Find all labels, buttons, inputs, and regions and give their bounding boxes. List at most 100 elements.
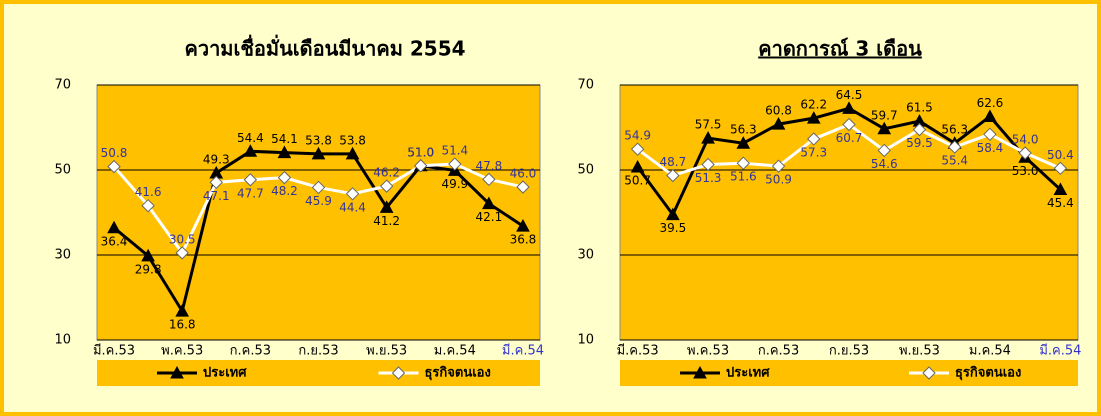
point-marker (141, 248, 155, 262)
data-label: 41.6 (135, 185, 162, 199)
x-tick-label: ก.ย.53 (829, 344, 869, 359)
point-marker (807, 132, 821, 146)
point-marker (482, 172, 496, 187)
data-label: 16.8 (169, 318, 196, 332)
y-tick-label: 50 (577, 163, 594, 178)
x-tick-label: พ.ค.53 (161, 344, 203, 359)
data-label: 56.3 (941, 123, 968, 137)
point-marker (877, 121, 892, 135)
legend-marker (693, 365, 707, 379)
x-tick-label: พ.ย.53 (899, 344, 940, 359)
data-label: 51.4 (441, 144, 468, 158)
data-label: 60.8 (765, 104, 792, 118)
x-tick-label: มี.ค.53 (617, 343, 659, 359)
x-tick-label: พ.ย.53 (366, 344, 407, 359)
point-marker (277, 170, 292, 185)
point-marker (701, 157, 715, 172)
data-label: 57.5 (695, 118, 722, 132)
data-label: 51.3 (695, 171, 722, 185)
data-label: 42.1 (476, 210, 503, 224)
point-marker (311, 146, 326, 160)
point-marker (209, 175, 223, 190)
legend-marker (170, 365, 184, 379)
data-label: 46.2 (373, 166, 400, 180)
point-marker (736, 136, 751, 149)
data-label: 64.5 (836, 88, 863, 102)
legend-label: ประเทศ (726, 366, 770, 381)
data-label: 51.0 (407, 145, 434, 159)
plot-area (96, 84, 541, 341)
data-label: 54.0 (1012, 133, 1039, 147)
legend-label: ธุรกิจตนเอง (955, 366, 1021, 381)
y-tick-label: 30 (577, 248, 594, 263)
legend-label: ธุรกิจตนเอง (425, 366, 491, 381)
point-marker (912, 122, 927, 137)
data-label: 51.0 (407, 145, 434, 159)
y-tick-label: 70 (54, 78, 71, 93)
data-label: 44.4 (339, 200, 366, 214)
data-label: 47.1 (203, 189, 230, 203)
data-label: 62.2 (800, 98, 827, 112)
x-tick-label: มี.ค.54 (502, 343, 544, 359)
data-label: 46.0 (510, 167, 537, 181)
point-marker (243, 144, 258, 157)
data-label: 50.9 (765, 173, 792, 187)
point-marker (701, 131, 715, 144)
point-marker (345, 187, 360, 201)
x-tick-label: มี.ค.54 (1039, 343, 1081, 359)
y-tick-label: 70 (577, 78, 594, 93)
point-marker (1053, 182, 1068, 196)
point-marker (482, 196, 496, 210)
point-marker (983, 109, 997, 122)
data-label: 50.8 (101, 146, 128, 160)
x-tick-label: ก.ค.53 (758, 344, 799, 359)
y-tick-label: 10 (577, 333, 594, 348)
x-tick-label: พ.ค.53 (687, 344, 729, 359)
point-marker (141, 198, 155, 213)
y-tick-label: 50 (54, 163, 71, 178)
data-label: 61.5 (906, 101, 933, 115)
data-label: 57.3 (800, 145, 827, 159)
point-marker (107, 159, 121, 174)
data-label: 53.8 (305, 133, 332, 147)
point-marker (516, 180, 530, 194)
point-marker (448, 157, 462, 171)
point-marker (666, 168, 680, 183)
data-label: 30.5 (169, 232, 196, 246)
point-marker (842, 101, 856, 114)
point-marker (107, 220, 121, 234)
legend-marker (391, 366, 406, 380)
point-marker (414, 159, 428, 173)
charts: ความเชื่อมั่นเดือนมีนาคม 2554 10 30 50 70 มี.… (54, 34, 1081, 386)
data-label: 49.9 (441, 177, 468, 191)
point-marker (842, 117, 856, 132)
data-label: 56.3 (730, 123, 757, 137)
data-label: 41.2 (373, 214, 400, 228)
data-label: 62.6 (977, 96, 1004, 110)
data-label: 48.7 (659, 155, 686, 169)
data-label: 51.6 (730, 170, 757, 184)
data-label: 54.6 (871, 157, 898, 171)
point-marker (947, 140, 962, 154)
y-tick-label: 30 (54, 248, 71, 263)
point-marker (771, 159, 786, 173)
data-label: 54.9 (624, 129, 651, 143)
chart-title: คาดการณ์ 3 เดือน (758, 37, 922, 61)
point-marker (379, 200, 394, 213)
x-tick-label: มี.ค.53 (93, 343, 135, 359)
data-label: 45.4 (1047, 196, 1074, 210)
data-label: 49.3 (203, 152, 230, 166)
point-marker (736, 156, 751, 170)
point-marker (877, 143, 891, 158)
x-tick-label: ม.ค.54 (969, 344, 1011, 359)
y-tick-label: 10 (54, 333, 71, 348)
data-label: 50.7 (624, 174, 651, 188)
point-marker (311, 180, 326, 195)
data-label: 58.4 (977, 141, 1004, 155)
data-label: 54.1 (271, 132, 298, 146)
data-label: 53.0 (1012, 164, 1039, 178)
point-marker (175, 246, 189, 260)
data-label: 47.8 (476, 159, 503, 173)
point-marker (983, 127, 997, 142)
